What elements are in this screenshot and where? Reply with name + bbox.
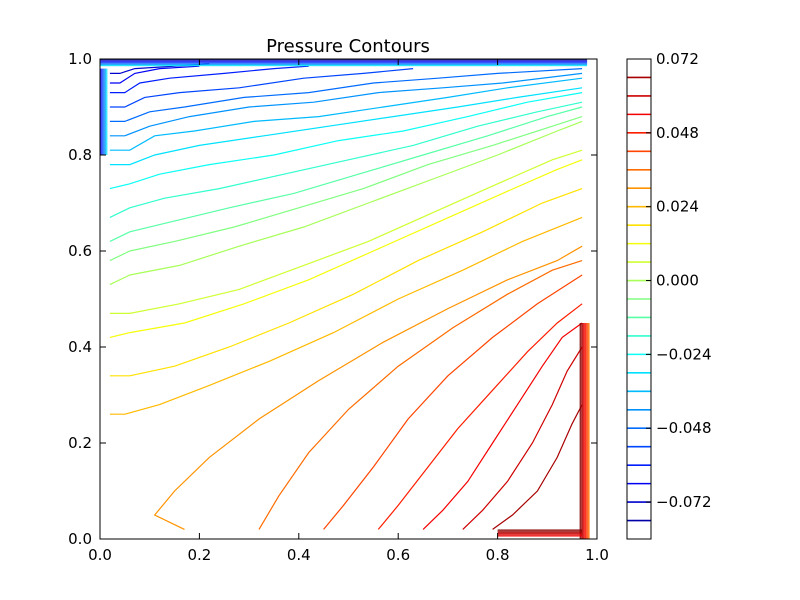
contour-line-21	[109, 65, 309, 94]
x-axis-ticks: 0.0 0.2 0.4 0.6 0.8 1.0	[88, 59, 609, 564]
y-tick-label-0: 0.0	[68, 530, 92, 548]
colorbar: 0.072 0.048 0.024 0.000 −0.024 −0.048 −0.072	[626, 50, 712, 540]
contour-line-22	[109, 65, 200, 84]
edge-band-1-4	[586, 323, 588, 539]
colorbar-frame	[626, 58, 652, 540]
contour-line-6	[153, 245, 583, 530]
edge-band-0-3	[100, 62, 588, 64]
x-tick-label-0: 0.0	[88, 546, 112, 564]
x-tick-label-1: 0.2	[187, 546, 211, 564]
colorbar-tick-label-3: 0.000	[656, 272, 699, 290]
chart-title: Pressure Contours	[266, 36, 430, 57]
y-axis-ticks: 0.0 0.2 0.4 0.6 0.8 1.0	[68, 50, 597, 548]
y-tick-label-2: 0.4	[68, 338, 92, 356]
edge-band-1-2	[582, 323, 585, 539]
contour-line-3	[377, 303, 583, 530]
contour-line-17	[109, 77, 583, 151]
contour-line-18	[109, 72, 583, 137]
x-tick-label-2: 0.4	[287, 546, 311, 564]
edge-band-2-1	[497, 530, 583, 532]
plot-area: 0.0 0.2 0.4 0.6 0.8 1.0 0.0 0.2 0.4 0.6 0.8 1.0	[68, 50, 609, 564]
edge-band-0-4	[100, 63, 588, 65]
edge-band-1-1	[581, 323, 583, 539]
y-tick-label-1: 0.2	[68, 434, 92, 452]
y-tick-label-3: 0.6	[68, 242, 92, 260]
edge-band-2-4	[497, 534, 583, 536]
edge-band-1-0	[579, 323, 582, 539]
contour-line-12	[109, 116, 583, 262]
edge-bands	[100, 59, 590, 539]
contour-line-5	[258, 260, 583, 530]
x-tick-label-5: 1.0	[585, 546, 609, 564]
contour-line-2	[422, 322, 583, 530]
contour-line-20	[109, 68, 414, 108]
colorbar-tick-label-5: −0.048	[656, 419, 712, 437]
contour-line-9	[109, 159, 583, 338]
contour-line-8	[109, 188, 583, 377]
colorbar-tick-label-6: −0.072	[656, 493, 712, 511]
x-tick-label-4: 0.8	[486, 546, 510, 564]
plot-background	[100, 59, 597, 539]
colorbar-tick-label-1: 0.048	[656, 124, 699, 142]
edge-band-0-2	[100, 61, 588, 63]
edge-band-0-1	[100, 60, 588, 62]
colorbar-tick-label-2: 0.024	[656, 198, 699, 216]
y-tick-label-5: 1.0	[68, 50, 92, 68]
plot-frame	[99, 58, 598, 540]
edge-band-2-2	[497, 531, 583, 533]
y-tick-label-4: 0.8	[68, 146, 92, 164]
edge-band-3-0	[100, 68, 102, 155]
contour-line-14	[109, 101, 583, 218]
contour-line-13	[109, 106, 583, 242]
contour-line-16	[109, 87, 583, 166]
edge-band-0-0	[100, 59, 588, 61]
edge-band-3-2	[102, 68, 104, 155]
edge-band-0-5	[100, 65, 588, 67]
contour-line-0	[492, 404, 583, 530]
contour-line-7	[109, 216, 583, 415]
contour-line-19	[109, 68, 583, 123]
edge-band-2-3	[497, 533, 583, 535]
edge-band-3-4	[105, 68, 107, 155]
edge-band-1-5	[587, 323, 590, 539]
edge-band-3-3	[103, 68, 105, 155]
colorbar-tick-label-4: −0.024	[656, 345, 712, 363]
edge-band-2-5	[497, 535, 583, 537]
contour-line-15	[109, 92, 583, 190]
contour-lines	[109, 63, 583, 530]
colorbar-ticks: 0.072 0.048 0.024 0.000 −0.024 −0.048 −0.072	[646, 50, 712, 511]
contour-line-11	[109, 120, 583, 286]
x-tick-label-3: 0.6	[386, 546, 410, 564]
edge-band-2-0	[497, 529, 583, 531]
contour-line-1	[462, 346, 583, 530]
edge-band-3-5	[106, 68, 108, 155]
edge-band-3-1	[101, 68, 103, 155]
contour-line-10	[109, 149, 583, 314]
contour-line-4	[323, 274, 583, 530]
edge-band-1-3	[584, 323, 587, 539]
colorbar-tick-label-0: 0.072	[656, 50, 699, 68]
